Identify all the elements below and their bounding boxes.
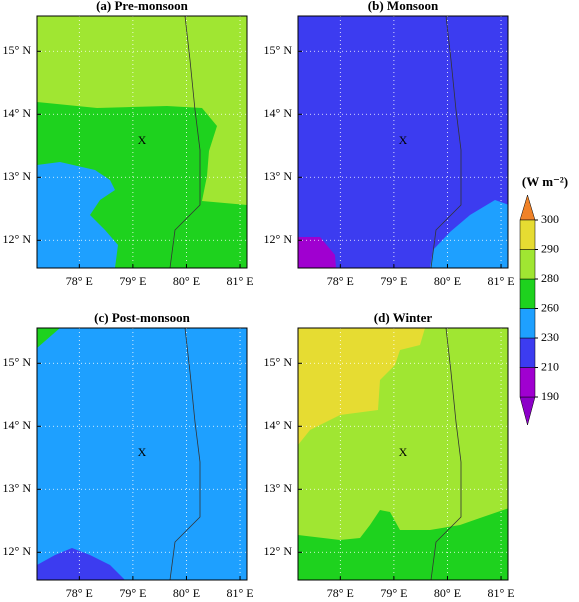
colorbar-label: 210 — [541, 359, 559, 373]
colorbar-label: 290 — [541, 241, 559, 255]
colorbar-segment — [519, 367, 536, 398]
map-area — [37, 16, 247, 268]
contour-region — [37, 328, 60, 348]
colorbar-unit: (W m⁻²) — [522, 174, 568, 189]
colorbar-label: 300 — [541, 212, 559, 226]
x-tick-label: 79° E — [380, 274, 407, 288]
panel-title: (d) Winter — [374, 310, 433, 325]
colorbar-segment — [519, 249, 536, 280]
panel-title: (b) Monsoon — [368, 0, 439, 13]
y-tick-label: 14° N — [264, 106, 293, 120]
map-panel: 78° E 79° E 80° E 81° E 12° N 13° N 14° N 15° N… — [3, 0, 254, 288]
y-tick-label: 15° N — [264, 355, 293, 369]
y-tick-label: 12° N — [264, 544, 293, 558]
frame — [297, 15, 509, 269]
y-tick-label: 14° N — [3, 106, 32, 120]
colorbar-segment — [519, 308, 536, 339]
x-tick-label: 80° E — [434, 274, 461, 288]
panel-title: (a) Pre-monsoon — [96, 0, 189, 13]
colorbar-segment — [519, 337, 536, 368]
x-tick-label: 80° E — [173, 274, 200, 288]
contour-region — [298, 16, 508, 268]
contour-region — [37, 328, 247, 580]
y-tick-label: 13° N — [264, 481, 293, 495]
site-marker: X — [399, 133, 408, 147]
colorbar-extend — [519, 396, 536, 426]
x-tick-label: 79° E — [119, 586, 146, 600]
colorbar-label: 280 — [541, 271, 559, 285]
map-area — [298, 16, 508, 268]
colorbar-segment — [519, 219, 536, 250]
site-marker: X — [138, 445, 147, 459]
coastline — [430, 328, 462, 580]
colorbar-segment — [519, 278, 536, 309]
colorbar-label: 230 — [541, 330, 559, 344]
y-tick-label: 14° N — [264, 418, 293, 432]
x-tick-label: 80° E — [434, 586, 461, 600]
map-panel: 78° E 79° E 80° E 81° E 12° N 13° N 14° N 15° N… — [3, 310, 254, 600]
y-tick-label: 14° N — [3, 418, 32, 432]
x-tick-label: 80° E — [173, 586, 200, 600]
contour-region — [298, 508, 508, 580]
y-tick-label: 15° N — [3, 43, 32, 57]
panel-title: (c) Post-monsoon — [94, 310, 190, 325]
y-tick-label: 12° N — [3, 232, 32, 246]
contour-region — [430, 200, 508, 268]
contour-region — [37, 162, 118, 268]
map-panel: 78° E 79° E 80° E 81° E 12° N 13° N 14° N 15° N… — [264, 310, 515, 600]
frame — [36, 15, 248, 269]
y-tick-label: 15° N — [3, 355, 32, 369]
y-tick-label: 13° N — [3, 481, 32, 495]
coastline — [169, 328, 201, 580]
site-marker: X — [138, 133, 147, 147]
y-tick-label: 13° N — [3, 169, 32, 183]
contour-region — [37, 548, 125, 580]
y-tick-label: 12° N — [3, 544, 32, 558]
y-tick-label: 13° N — [264, 169, 293, 183]
x-tick-label: 78° E — [327, 586, 354, 600]
contour-region — [298, 328, 425, 445]
x-tick-label: 78° E — [66, 586, 93, 600]
map-panel: 78° E 79° E 80° E 81° E 12° N 13° N 14° N 15° N… — [264, 0, 515, 288]
x-tick-label: 79° E — [380, 586, 407, 600]
x-tick-label: 79° E — [119, 274, 146, 288]
x-tick-label: 81° E — [226, 274, 253, 288]
x-tick-label: 81° E — [487, 274, 514, 288]
frame — [297, 327, 509, 581]
map-area — [37, 328, 247, 580]
y-tick-label: 12° N — [264, 232, 293, 246]
colorbar-label: 190 — [541, 389, 559, 403]
colorbar-label: 260 — [541, 300, 559, 314]
x-tick-label: 81° E — [487, 586, 514, 600]
y-tick-label: 15° N — [264, 43, 293, 57]
contour-region — [298, 237, 336, 268]
colorbar-extend — [519, 194, 536, 221]
frame — [36, 327, 248, 581]
site-marker: X — [399, 445, 408, 459]
coastline — [169, 16, 201, 268]
map-area — [298, 328, 508, 580]
x-tick-label: 81° E — [226, 586, 253, 600]
x-tick-label: 78° E — [66, 274, 93, 288]
x-tick-label: 78° E — [327, 274, 354, 288]
coastline — [430, 16, 462, 268]
